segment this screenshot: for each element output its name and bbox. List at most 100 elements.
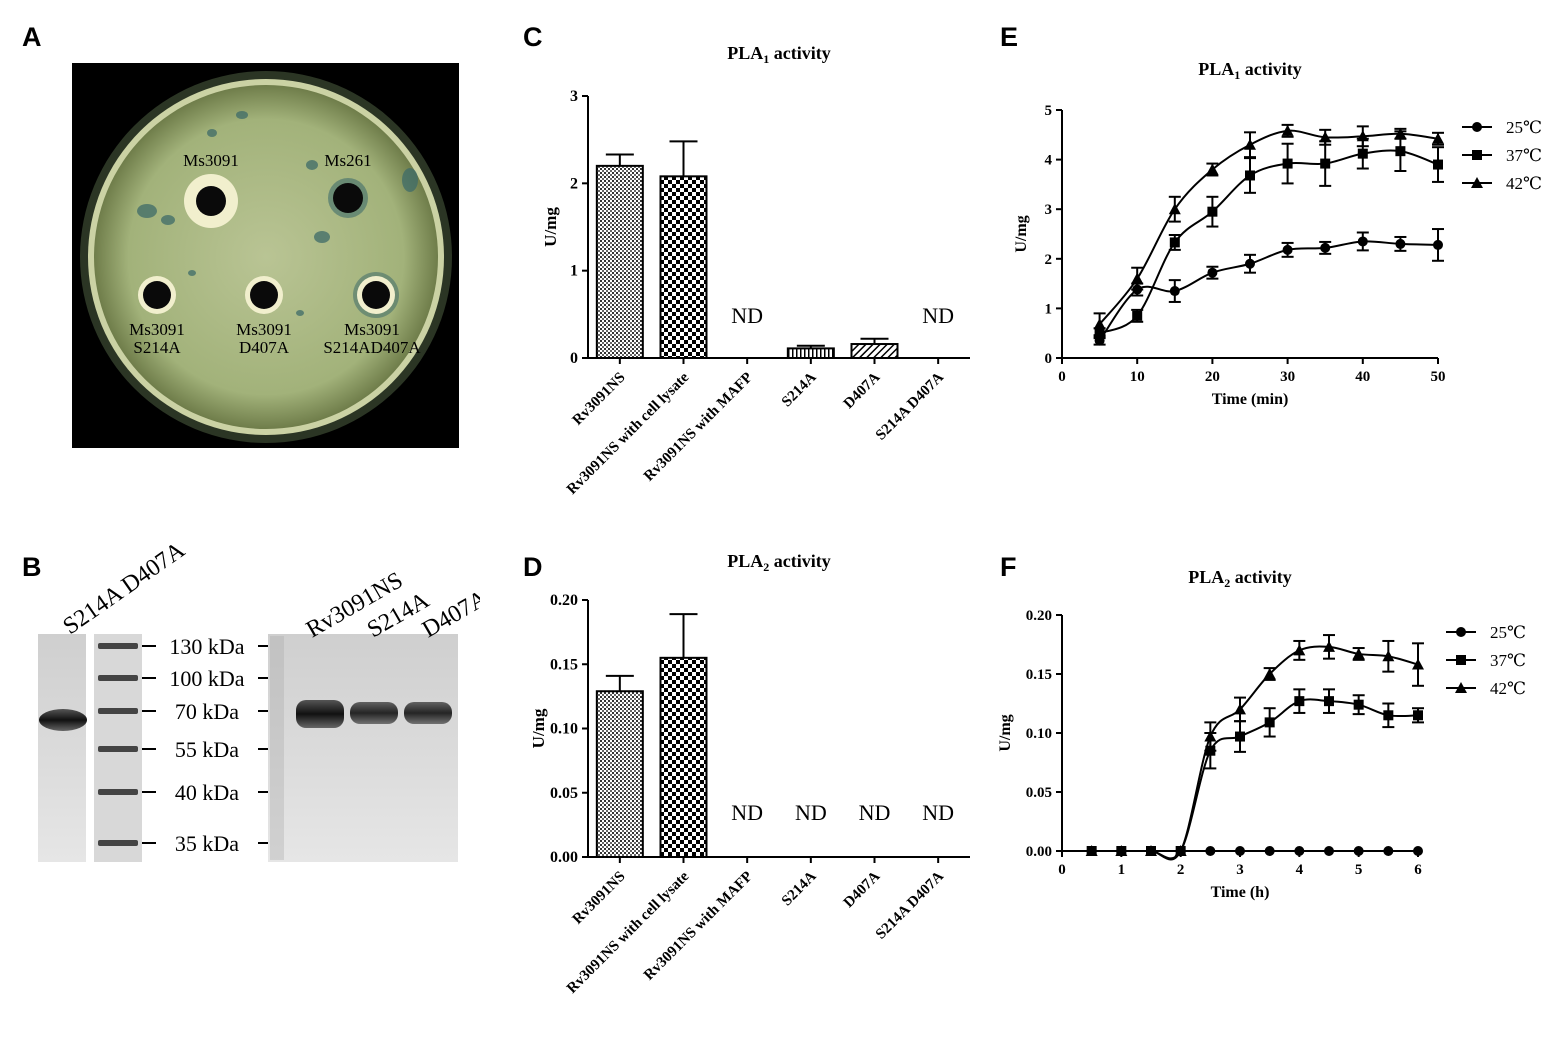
plate-well-1: [184, 174, 238, 228]
chart-C-y-tick-label: 2: [570, 175, 578, 192]
chart-F-point: [1413, 846, 1423, 856]
chart-C-bar: [786, 347, 835, 360]
chart-E-legend-label: 25℃: [1506, 118, 1542, 137]
chart-E-x-tick-label: 20: [1205, 369, 1220, 385]
chart-F-x-tick-label: 3: [1236, 862, 1244, 878]
sds-page-gel: S214A D407A 130 kDa 100 kDa 70 kDa 55 kDa 40…: [0, 520, 493, 880]
chart-E-x-tick-label: 30: [1280, 369, 1295, 385]
chart-D-bar: [595, 690, 644, 858]
chart-C-nd-label: ND: [731, 303, 763, 328]
chart-F-point: [1412, 658, 1424, 670]
chart-F-point: [1294, 696, 1305, 707]
chart-D-y-tick-label: 0.20: [550, 592, 578, 609]
agar-plate-photo: Ms3091 Ms261 Ms3091 S214A Ms3091 D407A M…: [72, 63, 459, 448]
chart-F-legend-label: 42℃: [1490, 679, 1526, 698]
chart-C-y-tick-label: 0: [570, 350, 578, 367]
chart-F-y-tick-label: 0.05: [1026, 785, 1052, 801]
chart-C-x-tick-label: Rv3091NS with MAFP: [641, 370, 756, 485]
chart-C-x-tick-label: S214A: [779, 369, 820, 410]
chart-F-x-tick-label: 0: [1058, 862, 1066, 878]
well-label-2: Ms261: [324, 151, 371, 170]
chart-E-point: [1320, 158, 1331, 169]
chart-F-series-line: [1091, 698, 1419, 860]
chart-F-point: [1145, 845, 1157, 856]
chart-F-point: [1264, 717, 1275, 728]
chart-E-point: [1168, 203, 1181, 215]
chart-F-ylabel: U/mg: [997, 714, 1014, 751]
well-label-4a: Ms3091: [236, 320, 292, 339]
chart-C-x-tick-label: Rv3091NS: [570, 370, 629, 429]
chart-F-point: [1234, 703, 1246, 715]
chart-E-point: [1093, 318, 1106, 330]
chart-E-point: [1395, 238, 1406, 249]
chart-E-xlabel: Time (min): [1212, 391, 1289, 408]
chart-F-x-tick-label: 1: [1118, 862, 1126, 878]
chart-E-point: [1356, 130, 1369, 142]
chart-F-legend-marker: [1455, 682, 1467, 693]
chart-E-ylabel: U/mg: [1013, 215, 1030, 252]
chart-D-bar: [659, 656, 708, 859]
gel-marker-label: 40 kDa: [175, 780, 239, 805]
chart-D-x-tick-label: S214A D407A: [873, 868, 947, 942]
chart-D-nd-label: ND: [731, 800, 763, 825]
chart-D-x-tick-label: Rv3091NS with cell lysate: [564, 868, 693, 997]
chart-E-point: [1281, 124, 1294, 136]
chart-F-x-tick-label: 2: [1177, 862, 1185, 878]
chart-E-point: [1357, 236, 1368, 247]
chart-F-legend-marker: [1456, 627, 1466, 637]
chart-D-x-tick-label: S214A: [779, 868, 820, 909]
well-label-1: Ms3091: [183, 151, 239, 170]
chart-F-xlabel: Time (h): [1211, 884, 1270, 901]
chart-E-point: [1169, 286, 1180, 297]
chart-D-x-tick-label: Rv3091NS with MAFP: [641, 869, 756, 984]
chart-F-point: [1353, 846, 1364, 856]
chart-F-series-line: [1091, 645, 1419, 861]
chart-D-title: PLA2 activity: [727, 551, 830, 574]
chart-E-point: [1395, 146, 1406, 157]
chart-E-legend-label: 37℃: [1506, 146, 1542, 165]
chart-E-point: [1433, 239, 1443, 250]
chart-E-point: [1357, 148, 1368, 159]
chart-E-title: PLA1 activity: [1198, 59, 1301, 82]
chart-C-nd-label: ND: [922, 303, 954, 328]
gel-marker-band: [98, 789, 138, 795]
chart-E-point: [1282, 158, 1293, 169]
chart-E-point: [1206, 163, 1219, 175]
gel-marker-label: 100 kDa: [169, 666, 244, 691]
chart-F-point: [1235, 846, 1245, 856]
chart-F-point: [1204, 730, 1217, 742]
well-label-4b: D407A: [239, 338, 290, 357]
panel-letter-c: C: [523, 22, 543, 52]
panel-letter-d: D: [523, 552, 543, 582]
chart-F-point: [1324, 846, 1334, 856]
chart-F-point: [1382, 650, 1395, 662]
chart-E-legend-marker: [1472, 122, 1482, 132]
chart-E-legend-label: 42℃: [1506, 174, 1542, 193]
chart-F-point: [1263, 668, 1276, 679]
chart-F-y-tick-label: 0.20: [1026, 608, 1052, 624]
plate-well-3: [138, 276, 176, 314]
chart-F-legend-label: 25℃: [1490, 623, 1526, 642]
gel-marker-band: [98, 675, 138, 681]
chart-F-legend-marker: [1456, 655, 1466, 665]
chart-F-x-tick-label: 5: [1355, 862, 1363, 878]
chart-C-bar: [659, 175, 708, 359]
chart-C-x-tick-label: Rv3091NS with cell lysate: [564, 369, 693, 498]
chart-F-point: [1205, 846, 1216, 856]
chart-C-y-tick-label: 3: [570, 88, 578, 105]
gel-marker-band: [98, 746, 138, 752]
chart-F-point: [1323, 640, 1335, 652]
gel-marker-band: [98, 840, 138, 846]
chart-D-y-tick-label: 0.10: [550, 721, 578, 738]
chart-D-y-tick-label: 0.05: [550, 785, 578, 802]
well-label-5b: S214AD407A: [323, 338, 421, 357]
chart-C-x-tick-label: D407A: [841, 369, 884, 412]
chart-E-y-tick-label: 0: [1045, 351, 1053, 367]
plate-well-5: [353, 272, 399, 318]
gel-band-rv3091ns: [296, 700, 344, 728]
chart-E-point: [1245, 170, 1255, 181]
chart-E-y-tick-label: 4: [1045, 153, 1053, 169]
chart-E-point: [1207, 267, 1218, 278]
chart-E-legend-marker: [1471, 177, 1483, 188]
